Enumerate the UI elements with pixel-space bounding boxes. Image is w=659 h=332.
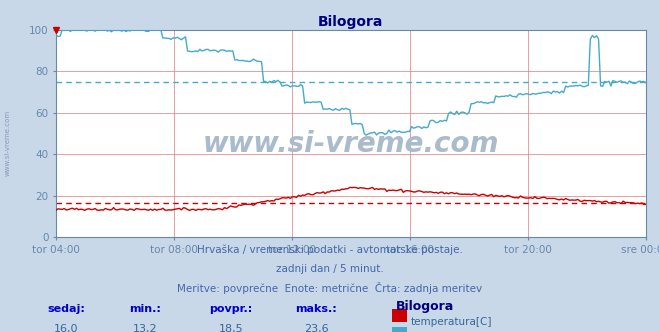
Text: maks.:: maks.: [295, 304, 337, 314]
Text: Bilogora: Bilogora [395, 300, 453, 313]
Text: 16,0: 16,0 [53, 324, 78, 332]
Text: www.si-vreme.com: www.si-vreme.com [203, 130, 499, 158]
Text: Meritve: povprečne  Enote: metrične  Črta: zadnja meritev: Meritve: povprečne Enote: metrične Črta:… [177, 282, 482, 294]
Text: 23,6: 23,6 [304, 324, 329, 332]
Text: min.:: min.: [129, 304, 161, 314]
Text: zadnji dan / 5 minut.: zadnji dan / 5 minut. [275, 264, 384, 274]
Text: Hrvaška / vremenski podatki - avtomatske postaje.: Hrvaška / vremenski podatki - avtomatske… [196, 244, 463, 255]
Text: sedaj:: sedaj: [47, 304, 85, 314]
Text: 13,2: 13,2 [132, 324, 158, 332]
Title: Bilogora: Bilogora [318, 15, 384, 29]
Text: 18,5: 18,5 [218, 324, 243, 332]
Text: povpr.:: povpr.: [209, 304, 252, 314]
Text: www.si-vreme.com: www.si-vreme.com [5, 110, 11, 176]
Text: temperatura[C]: temperatura[C] [411, 317, 492, 327]
